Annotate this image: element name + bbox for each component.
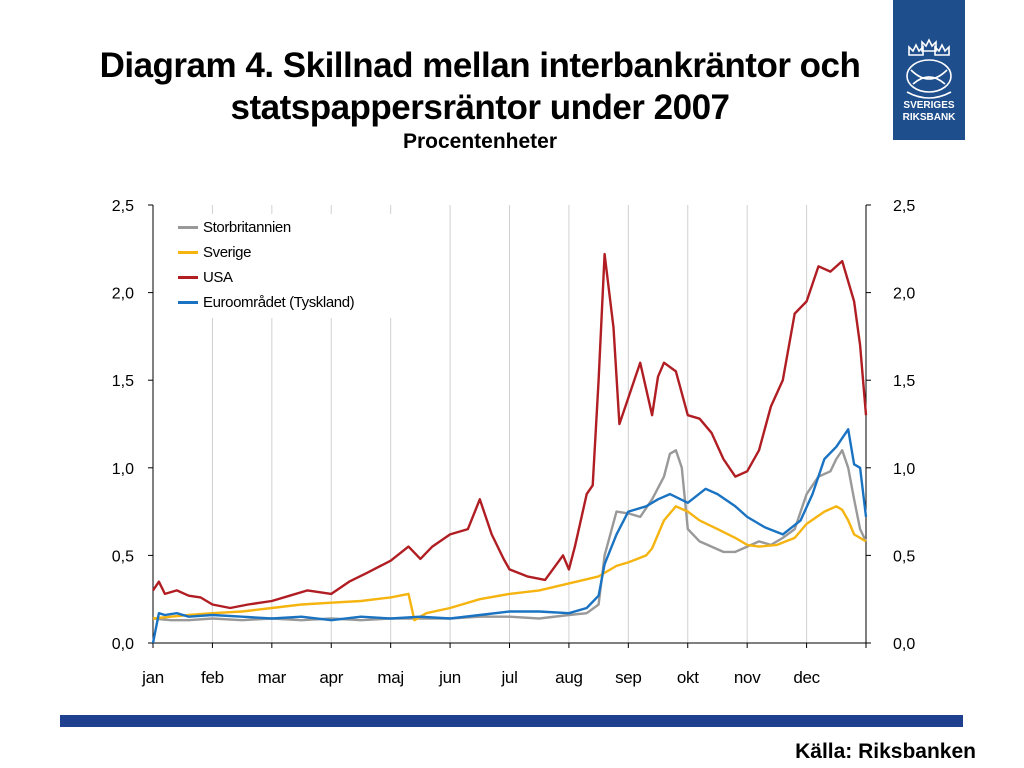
legend-swatch bbox=[178, 300, 198, 304]
chart-title: Diagram 4. Skillnad mellan interbankränt… bbox=[60, 45, 900, 129]
series-line bbox=[152, 505, 867, 622]
series-line bbox=[152, 252, 868, 610]
series-line bbox=[151, 428, 868, 644]
x-tick-label: jun bbox=[438, 668, 461, 687]
legend-item: Sverige bbox=[178, 243, 251, 263]
x-tick-label: aug bbox=[555, 668, 582, 687]
legend-label: Euroområdet (Tyskland) bbox=[203, 294, 355, 311]
logo-text-line1: SVERIGES bbox=[903, 100, 955, 111]
y-tick-label-right: 0,0 bbox=[893, 636, 915, 653]
x-tick-label: feb bbox=[201, 668, 224, 687]
legend-label: USA bbox=[203, 269, 233, 286]
y-tick-label-left: 0,5 bbox=[112, 548, 134, 565]
riksbank-logo: SVERIGES RIKSBANK bbox=[893, 0, 965, 140]
x-tick-label: okt bbox=[677, 668, 699, 687]
logo-text-line2: RIKSBANK bbox=[902, 112, 956, 123]
footer-bar bbox=[60, 715, 963, 727]
legend-swatch bbox=[178, 250, 198, 254]
y-tick-label-left: 0,0 bbox=[112, 636, 134, 653]
x-tick-label: nov bbox=[734, 668, 761, 687]
legend-swatch bbox=[178, 275, 198, 279]
y-tick-label-left: 1,0 bbox=[112, 461, 134, 478]
riksbank-crest-icon bbox=[906, 38, 952, 99]
legend-label: Sverige bbox=[203, 244, 252, 261]
y-tick-label-left: 2,5 bbox=[112, 198, 134, 215]
title-line-1: Diagram 4. Skillnad mellan interbankränt… bbox=[99, 46, 861, 85]
x-tick-label: mar bbox=[258, 668, 287, 687]
legend-swatch bbox=[178, 225, 198, 229]
y-tick-label-right: 2,5 bbox=[893, 198, 915, 215]
y-tick-label-right: 1,0 bbox=[893, 461, 915, 478]
x-tick-label: jan bbox=[141, 668, 164, 687]
title-line-2: statspappersräntor under 2007 bbox=[230, 88, 730, 127]
y-tick-label-right: 2,0 bbox=[893, 286, 915, 303]
chart-legend: Storbritannien Sverige USA Euroområdet (Tys… bbox=[170, 214, 398, 318]
x-tick-label: maj bbox=[377, 668, 404, 687]
y-tick-label-left: 1,5 bbox=[112, 373, 134, 390]
x-tick-label: dec bbox=[793, 668, 820, 687]
x-tick-label: jul bbox=[500, 668, 517, 687]
legend-item: Storbritannien bbox=[178, 218, 291, 238]
y-tick-label-right: 0,5 bbox=[893, 548, 915, 565]
legend-label: Storbritannien bbox=[203, 219, 291, 236]
x-tick-label: sep bbox=[615, 668, 642, 687]
source-note: Källa: Riksbanken bbox=[795, 740, 976, 763]
x-tick-label: apr bbox=[319, 668, 343, 687]
y-tick-label-left: 2,0 bbox=[112, 286, 134, 303]
legend-item: Euroområdet (Tyskland) bbox=[178, 293, 355, 313]
chart-subtitle: Procentenheter bbox=[402, 130, 558, 153]
legend-item: USA bbox=[178, 268, 233, 288]
y-tick-label-right: 1,5 bbox=[893, 373, 915, 390]
